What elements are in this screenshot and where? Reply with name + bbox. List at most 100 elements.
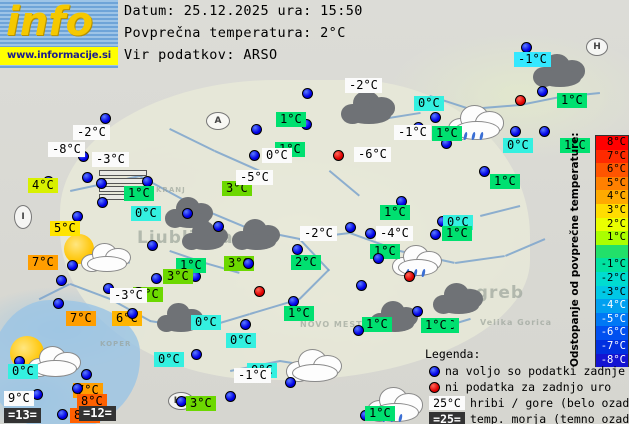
country-code-marker: H [586, 38, 608, 56]
sea-temperature-label: =13= [4, 408, 41, 423]
station-dot-available[interactable] [127, 308, 138, 319]
station-temperature-label: 1°C [380, 205, 410, 220]
station-temperature-label: -2°C [73, 125, 110, 140]
station-temperature-label: 8°C [77, 394, 107, 409]
station-dot-available[interactable] [67, 260, 78, 271]
station-temperature-label: -1°C [234, 368, 271, 383]
station-dot-available[interactable] [249, 150, 260, 161]
station-dot-available[interactable] [285, 377, 296, 388]
legend-row-text: hribi / gore (belo ozadje) [470, 396, 629, 410]
station-temperature-label: -6°C [354, 147, 391, 162]
scale-tick: -3°C [596, 285, 628, 300]
station-temperature-label: 1°C [442, 226, 472, 241]
station-dot-available[interactable] [539, 126, 550, 137]
station-temperature-label: 1°C [490, 174, 520, 189]
dark-cloud-icon [165, 196, 213, 228]
station-dot-available[interactable] [82, 172, 93, 183]
temperature-deviation-scale: Odstopanje od povprečne temperature: 8°C… [569, 132, 629, 368]
station-dot-available[interactable] [353, 325, 364, 336]
station-dot-available[interactable] [479, 166, 490, 177]
station-temperature-label: 2°C [291, 255, 321, 270]
scale-tick: -5°C [596, 312, 628, 327]
station-temperature-label: 1°C [284, 306, 314, 321]
station-dot-available[interactable] [510, 126, 521, 137]
station-dot-available[interactable] [373, 253, 384, 264]
station-dot-available[interactable] [53, 298, 64, 309]
station-temperature-label: -3°C [92, 152, 129, 167]
station-dot-available[interactable] [72, 383, 83, 394]
station-dot-available[interactable] [57, 409, 68, 420]
station-dot-available[interactable] [213, 221, 224, 232]
station-dot-no-data[interactable] [333, 150, 344, 161]
site-logo[interactable]: info www.informacije.si [0, 0, 118, 68]
station-temperature-label: -1°C [514, 52, 551, 67]
station-dot-available[interactable] [182, 208, 193, 219]
scale-tick: 7°C [596, 149, 628, 164]
dark-cloud-icon [182, 220, 228, 250]
station-dot-available[interactable] [147, 240, 158, 251]
station-dot-available[interactable] [56, 275, 67, 286]
scale-tick: -8°C [596, 353, 628, 368]
legend-row: 25°C hribi / gore (belo ozadje) [429, 395, 629, 411]
header-data-source: Vir podatkov: ARSO [124, 47, 278, 63]
station-dot-available[interactable] [240, 319, 251, 330]
station-dot-available[interactable] [412, 306, 423, 317]
header-average-temperature: Povprečna temperatura: 2°C [124, 25, 346, 41]
dark-cloud-icon [433, 282, 483, 314]
sun-behind-cloud-icon [10, 336, 81, 378]
station-dot-available[interactable] [100, 113, 111, 124]
station-temperature-label: -4°C [376, 226, 413, 241]
station-dot-available[interactable] [191, 349, 202, 360]
scale-tick: 8°C [596, 136, 628, 150]
legend-row: ni podatka za zadnjo uro [429, 379, 629, 395]
logo-wordmark: info [6, 0, 94, 45]
station-dot-available[interactable] [81, 369, 92, 380]
station-dot-no-data[interactable] [254, 286, 265, 297]
sun-behind-cloud-icon [64, 234, 131, 272]
station-temperature-label: -2°C [345, 78, 382, 93]
scale-color-bar: 8°C 7°C 6°C 5°C 4°C 3°C 2°C 1°C -1°C -2°C -3°C -4°C… [595, 135, 629, 368]
station-temperature-label: 3°C [186, 396, 216, 411]
station-dot-available[interactable] [243, 258, 254, 269]
station-temperature-label: 7°C [66, 311, 96, 326]
station-dot-available[interactable] [430, 112, 441, 123]
legend-sea-chip: =25= [429, 412, 465, 424]
scale-tick: -2°C [596, 271, 628, 286]
station-dot-available[interactable] [345, 222, 356, 233]
legend: Legenda: na voljo so podatki zadnje uren… [425, 347, 629, 424]
legend-no-data-dot-icon [429, 381, 440, 393]
dark-cloud-icon [341, 90, 395, 124]
station-dot-no-data[interactable] [404, 271, 415, 282]
station-dot-available[interactable] [430, 229, 441, 240]
station-temperature-label: 4°C [28, 178, 58, 193]
station-dot-available[interactable] [97, 197, 108, 208]
country-code-marker: A [206, 112, 230, 130]
station-temperature-label: -3°C [110, 288, 147, 303]
scale-axis-title: Odstopanje od povprečne temperature: [569, 132, 581, 367]
station-temperature-label: 1°C [432, 126, 462, 141]
station-dot-available[interactable] [365, 228, 376, 239]
station-dot-available[interactable] [356, 280, 367, 291]
station-temperature-label: 1°C [421, 318, 451, 333]
station-dot-no-data[interactable] [515, 95, 526, 106]
station-temperature-label: 3°C [163, 269, 193, 284]
station-temperature-label: 1°C [560, 138, 590, 153]
station-dot-available[interactable] [225, 391, 236, 402]
station-dot-available[interactable] [537, 86, 548, 97]
station-dot-available[interactable] [151, 273, 162, 284]
station-dot-available[interactable] [302, 88, 313, 99]
station-dot-available[interactable] [292, 244, 303, 255]
sea-temperature-label: =12= [79, 406, 116, 421]
station-dot-available[interactable] [96, 178, 107, 189]
scale-tick: 5°C [596, 176, 628, 191]
legend-row-text: na voljo so podatki zadnje ure [445, 364, 629, 378]
scale-tick: 3°C [596, 203, 628, 218]
rain-cloud-icon [448, 104, 504, 140]
scale-tick: 4°C [596, 190, 628, 204]
light-cloud-icon [286, 348, 342, 382]
legend-title: Legenda: [425, 347, 481, 361]
station-dot-available[interactable] [251, 124, 262, 135]
scale-tick: -4°C [596, 299, 628, 313]
header-date-time: Datum: 25.12.2025 ura: 15:50 [124, 3, 363, 19]
